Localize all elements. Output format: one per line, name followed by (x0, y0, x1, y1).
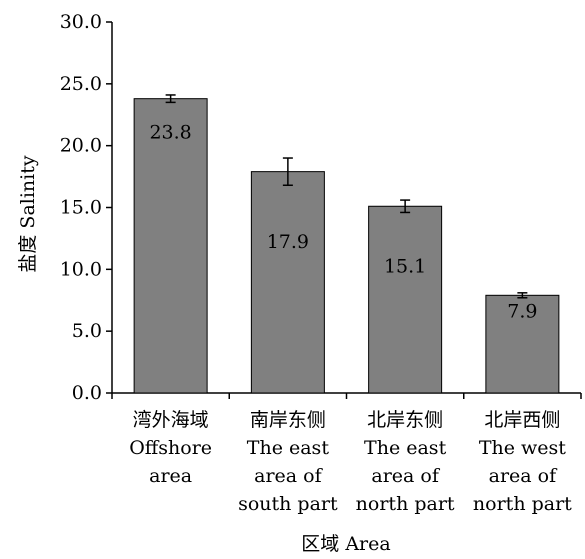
category-label: 北岸东侧 (367, 409, 443, 431)
value-label: 17.9 (267, 231, 309, 253)
bar (250, 171, 325, 394)
category-labels: 湾外海域 Offshore area 南岸东侧 The east area of south… (129, 409, 572, 515)
value-labels: 23.8 17.9 15.1 7.9 (149, 122, 537, 323)
bar (485, 294, 560, 394)
category-label: south part (238, 493, 338, 515)
category-label: The east (364, 437, 447, 459)
bar (133, 98, 208, 394)
y-tick-label: 15.0 (60, 197, 102, 219)
category-label: area of (254, 465, 323, 487)
y-axis: 0.0 5.0 10.0 15.0 20.0 25.0 30.0 (60, 11, 113, 404)
x-axis (111, 392, 582, 399)
category-label: area of (489, 465, 558, 487)
value-label: 15.1 (384, 255, 426, 277)
y-tick-label: 30.0 (60, 11, 102, 33)
category-label: north part (356, 493, 455, 515)
bar (368, 205, 443, 394)
bars (133, 98, 560, 394)
y-tick-label: 25.0 (60, 73, 102, 95)
value-label: 7.9 (507, 300, 537, 322)
category-label: area of (371, 465, 440, 487)
category-label: The east (247, 437, 330, 459)
category-label: north part (473, 493, 572, 515)
y-tick-label: 10.0 (60, 258, 102, 280)
error-bars (165, 94, 528, 299)
x-axis-title: 区域 Area (301, 533, 390, 555)
category-label: 南岸东侧 (250, 409, 326, 431)
y-axis-title: 盐度 Salinity (17, 155, 39, 272)
y-tick-label: 5.0 (72, 320, 102, 342)
category-label: 湾外海域 (133, 409, 209, 431)
category-label: 北岸西侧 (484, 409, 560, 431)
category-label: Offshore (129, 437, 212, 459)
category-label: The west (479, 437, 566, 459)
y-tick-label: 20.0 (60, 135, 102, 157)
category-label: area (149, 465, 192, 487)
y-tick-label: 0.0 (72, 382, 102, 404)
value-label: 23.8 (149, 122, 191, 144)
